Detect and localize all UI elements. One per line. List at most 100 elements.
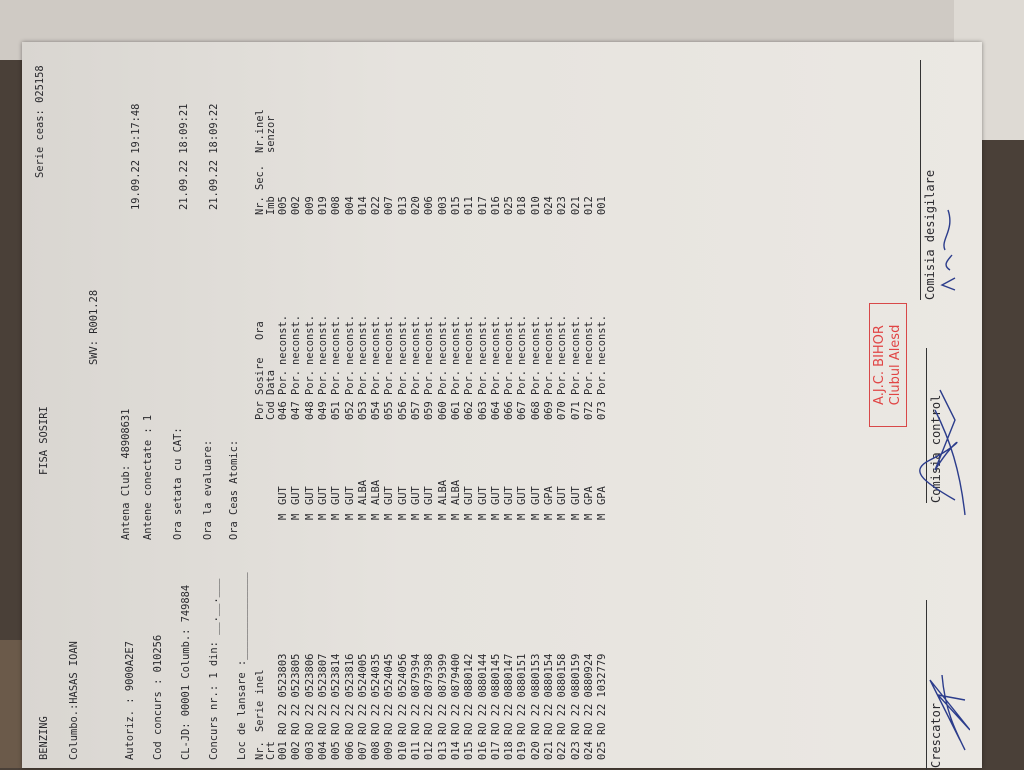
table-row: 024 RO 22 0880924 M GPA 072 Por. neconst. 012 — [583, 50, 596, 770]
table-row: 012 RO 22 0879398 M GUT 059 Por. neconst. 006 — [423, 50, 436, 770]
cell-por-cod: 049 — [316, 401, 329, 420]
cell-ring-serial: RO 22 0523816 — [343, 653, 356, 735]
table-row: 025 RO 22 1032779 M GPA 073 Por. neconst. 001 — [596, 50, 609, 770]
cell-color: GUT — [330, 486, 343, 505]
cell-nr-imb: 004 — [343, 196, 356, 215]
cell-ora: neconst. — [503, 314, 516, 365]
cell-nr-imb: 014 — [356, 196, 369, 215]
cell-sex: M — [489, 513, 502, 520]
col-imb: Imb — [265, 196, 277, 215]
table-row: 006 RO 22 0523816 M GUT 052 Por. neconst. 004 — [344, 50, 357, 770]
cell-nr-imb: 015 — [449, 196, 462, 215]
cell-nr-imb: 023 — [556, 196, 569, 215]
cell-sex: M — [529, 513, 542, 520]
cell-nr-imb: 011 — [463, 196, 476, 215]
cell-ora: neconst. — [356, 314, 369, 365]
crescator-signature-line — [926, 600, 927, 770]
cell-row-nr: 016 — [476, 741, 489, 760]
table-row: 004 RO 22 0523807 M GUT 049 Por. neconst. 019 — [317, 50, 330, 770]
cod-concurs: Cod concurs : 010256 — [152, 634, 164, 760]
cell-ora: neconst. — [316, 314, 329, 365]
table-row: 013 RO 22 0879399 M ALBA 060 Por. neconst. 003 — [437, 50, 450, 770]
cell-row-nr: 007 — [356, 741, 369, 760]
cell-nr-imb: 010 — [529, 196, 542, 215]
cell-por-cod: 048 — [303, 401, 316, 420]
cell-ring-serial: RO 22 0880159 — [569, 653, 582, 735]
cell-nr-imb: 001 — [596, 196, 609, 215]
table-row: 005 RO 22 0523814 M GUT 051 Por. neconst. 008 — [330, 50, 343, 770]
cell-ora: neconst. — [277, 314, 289, 365]
cell-ring-serial: RO 22 0523807 — [316, 653, 329, 735]
cell-ora: neconst. — [529, 314, 542, 365]
cell-sosire-data: Por. — [277, 369, 289, 395]
cell-color: ALBA — [449, 479, 462, 505]
cell-nr-imb: 006 — [423, 196, 436, 215]
cell-color: GUT — [303, 486, 316, 505]
cell-ora: neconst. — [543, 314, 555, 365]
cell-nr-imb: 018 — [516, 196, 529, 215]
table-row: 008 RO 22 0524035 M ALBA 054 Por. neconst. 022 — [370, 50, 383, 770]
cell-sex: M — [463, 513, 476, 520]
cell-ora: neconst. — [476, 314, 489, 365]
cell-sosire-data: Por. — [529, 369, 542, 395]
cell-ring-serial: RO 22 1032779 — [596, 653, 609, 735]
cell-ring-serial: RO 22 0524056 — [396, 653, 409, 735]
cell-sex: M — [290, 513, 303, 520]
cell-row-nr: 006 — [343, 741, 356, 760]
table-row: 017 RO 22 0880145 M GUT 064 Por. neconst. 016 — [490, 50, 503, 770]
cell-por-cod: 052 — [343, 401, 356, 420]
cell-nr-imb: 019 — [316, 196, 329, 215]
cell-sosire-data: Por. — [410, 369, 422, 395]
table-row: 019 RO 22 0880151 M GUT 067 Por. neconst. 018 — [516, 50, 529, 770]
cell-por-cod: 073 — [596, 401, 609, 420]
cell-ora: neconst. — [449, 314, 462, 365]
cell-por-cod: 069 — [543, 401, 555, 420]
cell-ora: neconst. — [556, 314, 569, 365]
cell-nr-imb: 005 — [277, 196, 289, 215]
cell-row-nr: 008 — [370, 741, 383, 760]
cell-sosire-data: Por. — [476, 369, 489, 395]
cell-nr-imb: 002 — [290, 196, 303, 215]
cell-color: GPA — [596, 486, 609, 505]
cell-row-nr: 001 — [277, 741, 289, 760]
cell-ora: neconst. — [410, 314, 422, 365]
cell-ring-serial: RO 22 0523814 — [330, 653, 343, 735]
document-title: FISA SOSIRI — [38, 406, 50, 475]
cell-ring-serial: RO 22 0879394 — [410, 653, 422, 735]
loc-lansare: Loc de lansare :______________ — [236, 572, 248, 760]
control-signature-line — [926, 348, 927, 503]
cell-por-cod: 055 — [383, 401, 396, 420]
cell-row-nr: 010 — [396, 741, 409, 760]
concurs-nr: Concurs nr.: 1 din: __.__.___ — [208, 578, 220, 760]
cell-color: GUT — [410, 486, 422, 505]
col-crt: Crt — [265, 741, 277, 760]
cell-row-nr: 003 — [303, 741, 316, 760]
cell-color: ALBA — [356, 479, 369, 505]
serie-ceas: Serie ceas: 025158 — [34, 65, 46, 178]
table-row: 015 RO 22 0880142 M GUT 062 Por. neconst. 011 — [463, 50, 476, 770]
cell-ora: neconst. — [569, 314, 582, 365]
table-row: 018 RO 22 0880147 M GUT 066 Por. neconst. 025 — [503, 50, 516, 770]
cell-color: GUT — [396, 486, 409, 505]
cell-ora: neconst. — [516, 314, 529, 365]
cell-por-cod: 068 — [529, 401, 542, 420]
cell-por-cod: 047 — [290, 401, 303, 420]
cell-ora: neconst. — [596, 314, 609, 365]
cell-color: GUT — [343, 486, 356, 505]
comisia-control-label: Comisia control — [929, 394, 943, 503]
document-sheet — [22, 42, 982, 768]
cell-color: GUT — [489, 486, 502, 505]
cell-row-nr: 011 — [410, 741, 422, 760]
cell-ring-serial: RO 22 0880142 — [463, 653, 476, 735]
cell-ora: neconst. — [436, 314, 449, 365]
cell-nr-imb: 013 — [396, 196, 409, 215]
cell-ora: neconst. — [370, 314, 383, 365]
cell-nr-imb: 003 — [436, 196, 449, 215]
cell-sosire-data: Por. — [303, 369, 316, 395]
cell-nr-imb: 025 — [503, 196, 516, 215]
cell-nr-imb: 024 — [543, 196, 555, 215]
cell-sex: M — [383, 513, 396, 520]
cell-sosire-data: Por. — [449, 369, 462, 395]
cell-color: GUT — [383, 486, 396, 505]
cell-nr-imb: 007 — [383, 196, 396, 215]
